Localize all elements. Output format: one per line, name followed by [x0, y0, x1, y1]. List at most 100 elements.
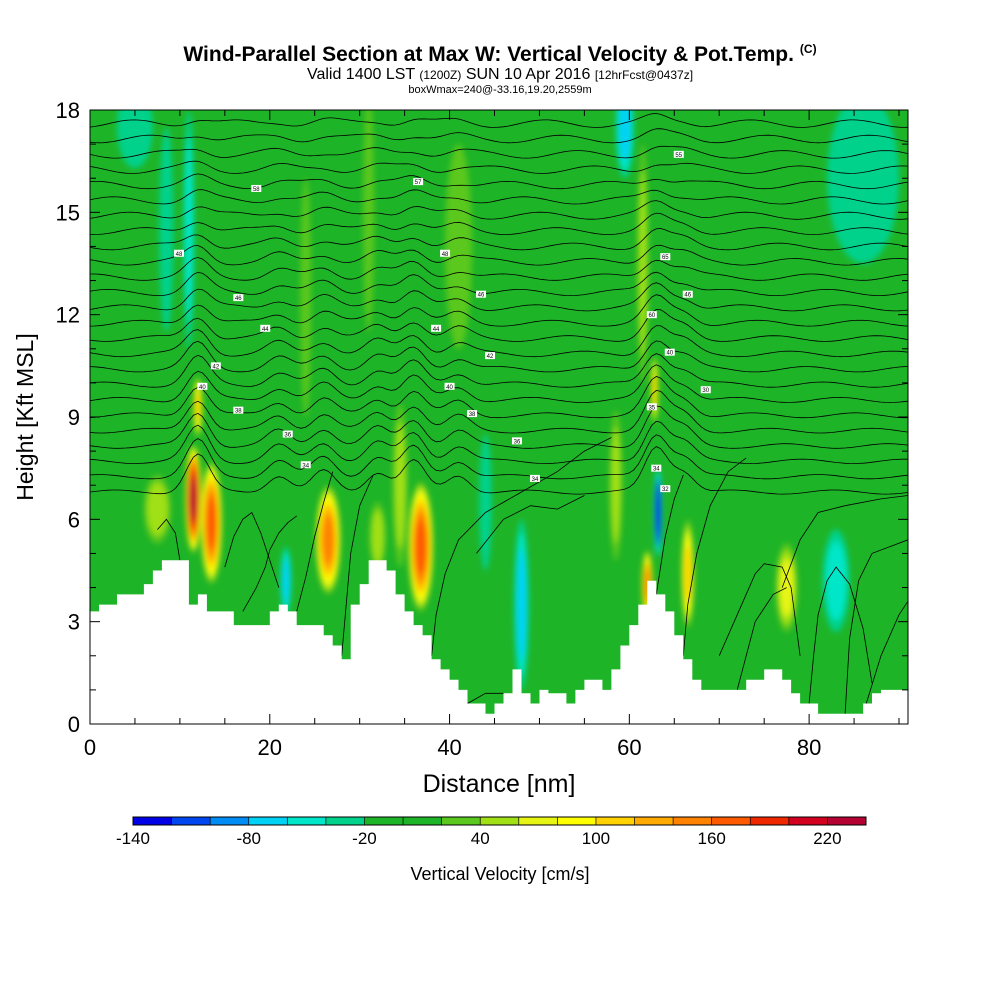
box-info: boxWmax=240@-33.16,19.20,2559m: [408, 84, 592, 96]
colorbar-swatch: [480, 817, 520, 825]
theta-contour: [862, 600, 908, 714]
colorbar-swatch: [557, 817, 597, 825]
colorbar: -140 -80 -20 40 100 160 220: [116, 816, 867, 848]
contour-label-bg: [431, 324, 442, 332]
contour-label-bg: [197, 382, 208, 390]
colorbar-swatch: [133, 817, 173, 825]
velocity-contour: [445, 144, 473, 349]
colorbar-tick-label: -20: [352, 829, 377, 848]
contour-label-bg: [233, 406, 244, 414]
colorbar-label: Vertical Velocity [cm/s]: [410, 864, 590, 884]
x-tick-label: 60: [617, 735, 641, 760]
contour-label-bg: [485, 352, 496, 360]
contour-label-bg: [673, 150, 684, 158]
velocity-cell: [775, 543, 798, 632]
velocity-contour: [825, 541, 847, 621]
velocity-contour: [618, 110, 631, 161]
contour-label: 60: [648, 313, 655, 319]
contour-label-bg: [173, 249, 184, 257]
valid-time-line: Valid 1400 LST (1200Z) SUN 10 Apr 2016 […: [0, 66, 1000, 84]
velocity-cell: [159, 127, 174, 332]
contour-label-bg: [511, 437, 522, 445]
velocity-cell: [143, 474, 171, 544]
theta-contour: [90, 200, 908, 220]
contour-label-bg: [467, 410, 478, 418]
colorbar-swatch: [210, 817, 250, 825]
contour-label: 34: [532, 477, 539, 483]
contour-label-bg: [210, 362, 221, 370]
contour-label-bg: [664, 348, 675, 356]
theta-contour: [90, 294, 908, 327]
contour-label-bg: [444, 382, 455, 390]
velocity-cell: [363, 110, 375, 332]
colorbar-swatch: [634, 817, 674, 825]
theta-contour: [476, 495, 585, 554]
y-axis-label: Height [Kft MSL]: [12, 333, 38, 500]
velocity-cell: [827, 110, 900, 264]
velocity-cell: [392, 403, 408, 568]
theta-contour: [844, 539, 908, 714]
theta-contour: [467, 692, 504, 704]
contour-label: 42: [213, 364, 220, 370]
contour-label: 48: [442, 252, 449, 258]
copyright-mark: (C): [799, 42, 817, 56]
colorbar-frame: [132, 816, 867, 826]
velocity-cell: [369, 502, 386, 571]
colorbar-tick-label: 160: [697, 829, 725, 848]
potential-temperature-contours: 58 57 55 48 48 65 46 46 46 44 44 60 42 42 40 40 40 38 38 30…: [90, 113, 908, 714]
colorbar-swatch: [325, 817, 365, 825]
contour-label: 32: [662, 487, 669, 493]
x-tick-label: 20: [258, 735, 282, 760]
colorbar-tick-label: 100: [582, 829, 610, 848]
contour-label: 44: [262, 327, 269, 333]
theta-contour: [90, 340, 908, 373]
contour-label: 34: [302, 463, 309, 469]
theta-contour: [90, 353, 908, 388]
contour-label: 46: [684, 293, 691, 299]
theta-contour: [341, 474, 374, 656]
contour-label: 36: [284, 433, 291, 439]
theta-contour: [90, 271, 908, 297]
theta-contour: [90, 212, 908, 235]
colorbar-tick-label: 40: [471, 829, 490, 848]
x-axis-label: Distance [nm]: [423, 770, 576, 798]
colorbar-tick-label: -140: [116, 829, 150, 848]
contour-label-bg: [233, 294, 244, 302]
colorbar-swatch: [750, 817, 790, 825]
colorbar-swatch: [171, 817, 211, 825]
valid-date: SUN 10 Apr 2016: [465, 66, 591, 83]
theta-contour: [90, 364, 908, 403]
terrain-shape: [90, 560, 908, 724]
contour-label: 46: [478, 293, 485, 299]
theta-contour: [808, 566, 873, 704]
y-tick-label: 3: [68, 610, 80, 635]
velocity-cell: [185, 444, 202, 554]
theta-contour: [90, 282, 908, 312]
velocity-cell: [183, 110, 195, 349]
velocity-cells: [116, 110, 900, 690]
colorbar-swatch: [788, 817, 828, 825]
velocity-contour: [300, 178, 312, 417]
contour-label-bg: [300, 461, 311, 469]
theta-contour: [90, 128, 908, 144]
contour-label-bg: [682, 290, 693, 298]
theta-contour: [90, 244, 908, 266]
colorbar-swatch: [287, 817, 327, 825]
contour-label: 40: [446, 385, 453, 391]
terrain-mask: [90, 560, 908, 724]
velocity-contour: [206, 496, 216, 549]
velocity-contour: [516, 548, 527, 661]
theta-contour: [90, 405, 908, 449]
contour-label: 38: [235, 409, 242, 415]
colorbar-swatch: [595, 817, 636, 825]
velocity-contour: [638, 171, 648, 356]
contour-label-bg: [700, 386, 711, 394]
theta-contour: [718, 563, 801, 656]
velocity-cell: [654, 468, 663, 557]
contour-label-bg: [660, 485, 671, 493]
velocity-contour: [684, 545, 692, 603]
velocity-contour: [363, 110, 375, 332]
y-tick-label: 0: [68, 712, 80, 737]
